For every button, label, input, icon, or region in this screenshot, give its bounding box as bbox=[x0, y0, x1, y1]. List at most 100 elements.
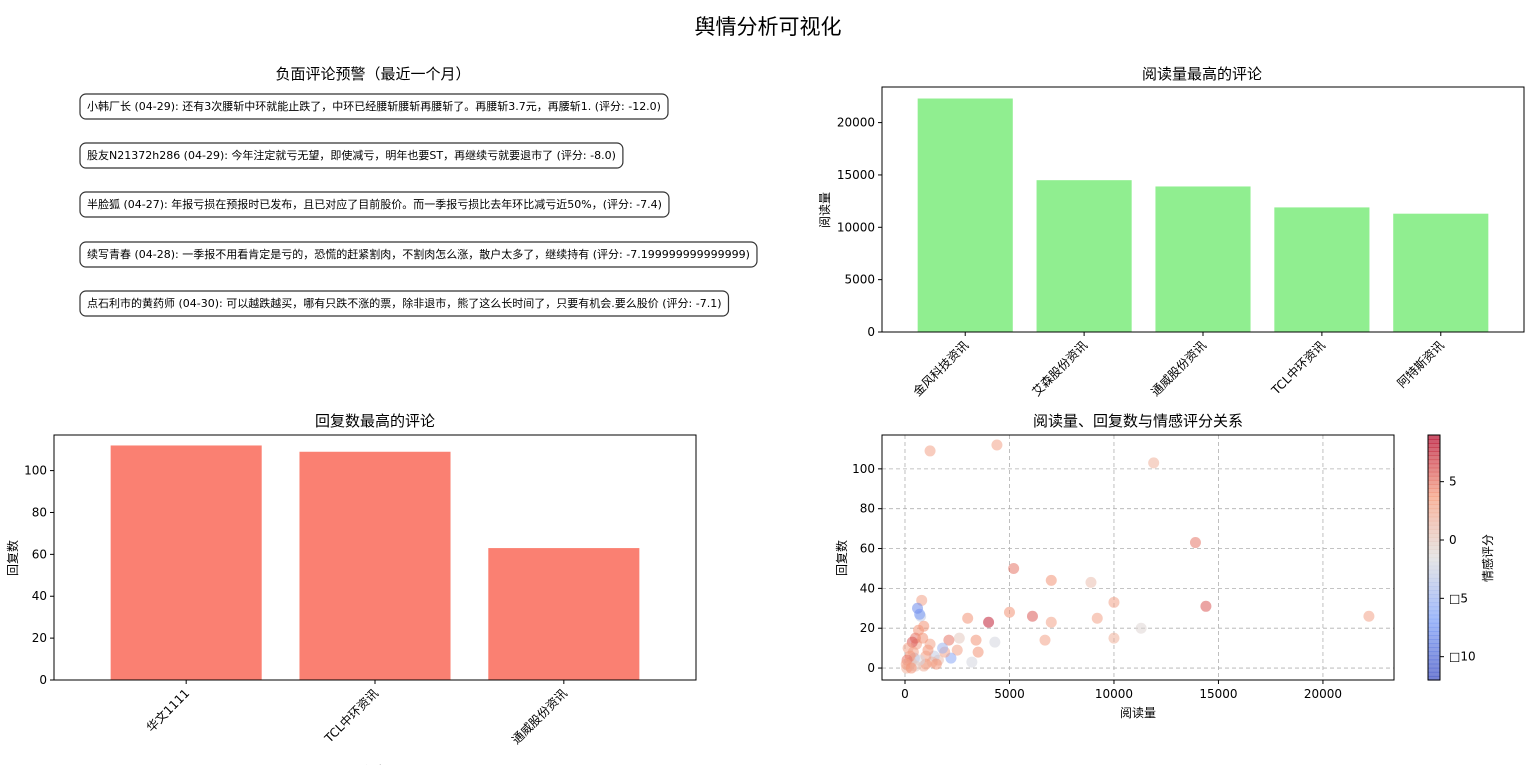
colorbar-segment bbox=[1428, 512, 1440, 518]
colorbar-segment bbox=[1428, 598, 1440, 604]
colorbar-segment bbox=[1428, 663, 1440, 669]
reads-x-tick-label: 阿特斯资讯 bbox=[1394, 338, 1447, 391]
colorbar-segment bbox=[1428, 635, 1440, 640]
scatter-point bbox=[902, 642, 914, 654]
warning-item-box bbox=[79, 142, 624, 169]
colorbar-segment bbox=[1428, 528, 1440, 534]
figure-suptitle: 舆情分析可视化 bbox=[695, 15, 842, 39]
colorbar-segment bbox=[1428, 508, 1440, 514]
colorbar-segment bbox=[1428, 467, 1440, 473]
warning-panel-title: 负面评论预警（最近一个月） bbox=[275, 65, 470, 83]
colorbar-segment bbox=[1428, 541, 1440, 546]
scatter-x-tick-label: 15000 bbox=[1199, 687, 1237, 701]
colorbar-segment bbox=[1428, 557, 1440, 563]
scatter-point bbox=[962, 612, 974, 624]
colorbar-segment bbox=[1428, 459, 1440, 465]
scatter-x-tick-label: 0 bbox=[901, 687, 909, 701]
scatter-plot-frame bbox=[881, 434, 1395, 681]
scatter-point bbox=[991, 439, 1003, 451]
colorbar-segment bbox=[1428, 484, 1440, 489]
warning-item-text: 点石利市的黄药师 (04-30): 可以越跌越买，哪有只跌不涨的票，除非退市，熊… bbox=[87, 296, 721, 310]
colorbar-tick-label: 5 bbox=[1449, 475, 1457, 489]
scatter-point bbox=[951, 644, 963, 656]
scatter-y-tick-label: 40 bbox=[860, 581, 875, 595]
reads-bar bbox=[1155, 186, 1251, 332]
colorbar-segment bbox=[1428, 500, 1440, 506]
scatter-x-axis-label: 阅读量 bbox=[1120, 706, 1156, 720]
colorbar-tick-label: 0 bbox=[1449, 533, 1457, 547]
replies-bar bbox=[299, 451, 451, 680]
warning-item-box bbox=[79, 93, 669, 120]
reads-bar bbox=[1036, 180, 1132, 332]
replies-chart-title: 回复数最高的评论 bbox=[315, 412, 435, 430]
colorbar-segment bbox=[1428, 463, 1440, 469]
colorbar-segment bbox=[1428, 565, 1440, 571]
colorbar-segment bbox=[1428, 524, 1440, 530]
colorbar-tick-label: □10 bbox=[1449, 650, 1476, 664]
reads-x-tick-label: 艾森股份资讯 bbox=[1029, 338, 1091, 400]
scatter-point bbox=[1045, 616, 1057, 628]
replies-x-tick-label: 通威股份资讯 bbox=[509, 686, 570, 747]
reads-y-tick-label: 15000 bbox=[837, 168, 875, 182]
warning-item-text: 股友N21372h286 (04-29): 今年注定就亏无望，即使减亏，明年也要… bbox=[87, 148, 616, 162]
reads-y-axis-label: 阅读量 bbox=[818, 192, 832, 228]
colorbar-segment bbox=[1428, 496, 1440, 501]
colorbar-segment bbox=[1428, 516, 1440, 522]
scatter-y-tick-label: 60 bbox=[860, 542, 875, 556]
colorbar-segment bbox=[1428, 488, 1440, 493]
scatter-point bbox=[1135, 622, 1147, 634]
replies-y-tick-label: 80 bbox=[32, 505, 47, 519]
colorbar-segment bbox=[1428, 647, 1440, 653]
colorbar-segment bbox=[1428, 549, 1440, 555]
sentiment-scatter-chart: 阅读量、回复数与情感评分关系 0 5000 10000 15000 20000 0 20 40… bbox=[834, 412, 1495, 720]
scatter-point bbox=[905, 662, 917, 674]
colorbar-segment bbox=[1428, 671, 1440, 677]
colorbar-segment bbox=[1428, 659, 1440, 665]
scatter-point bbox=[1008, 562, 1020, 574]
scatter-point bbox=[1039, 634, 1051, 646]
reads-x-tick-label: 通威股份资讯 bbox=[1148, 338, 1209, 399]
colorbar-segment bbox=[1428, 443, 1440, 448]
colorbar-frame bbox=[1427, 434, 1441, 681]
colorbar-segment bbox=[1428, 606, 1440, 612]
replies-y-axis-label: 回复数 bbox=[5, 540, 20, 576]
colorbar-segment bbox=[1428, 590, 1440, 595]
colorbar-segment bbox=[1428, 475, 1440, 481]
warning-item: 续写青春 (04-28): 一季报不用看肯定是亏的，恐慌的赶紧割肉，不割肉怎么涨… bbox=[79, 241, 758, 268]
colorbar-segment bbox=[1428, 667, 1440, 673]
colorbar-segment bbox=[1428, 439, 1440, 444]
scatter-point bbox=[1085, 576, 1097, 588]
warning-item-box bbox=[79, 241, 758, 268]
warning-item-text: 小韩厂长 (04-29): 还有3次腰斩中环就能止跌了，中环已经腰斩腰斩再腰斩了… bbox=[87, 99, 661, 113]
reads-y-tick-label: 20000 bbox=[837, 116, 875, 130]
colorbar-segment bbox=[1428, 455, 1440, 461]
colorbar-segment bbox=[1428, 471, 1440, 477]
colorbar-segment bbox=[1428, 451, 1440, 457]
replies-x-tick-label: 华文1111 bbox=[143, 686, 192, 735]
scatter-point bbox=[918, 620, 930, 632]
colorbar-segment bbox=[1428, 626, 1440, 632]
colorbar-segment bbox=[1428, 631, 1440, 636]
colorbar-segment bbox=[1428, 573, 1440, 579]
colorbar-segment bbox=[1428, 582, 1440, 587]
colorbar-segment bbox=[1428, 533, 1440, 538]
scatter-point bbox=[930, 658, 942, 670]
scatter-point bbox=[1003, 606, 1015, 618]
scatter-point bbox=[1108, 596, 1120, 608]
colorbar-segment bbox=[1428, 675, 1440, 681]
replies-y-tick-label: 0 bbox=[39, 673, 47, 687]
scatter-x-tick-label: 10000 bbox=[1095, 687, 1133, 701]
replies-bar-chart: 回复数最高的评论 0 20 40 60 80 100 华文1111 TCL中环资讯 通威股份资讯… bbox=[5, 412, 697, 765]
scatter-y-tick-label: 100 bbox=[852, 462, 875, 476]
colorbar-segment bbox=[1428, 618, 1440, 624]
warning-item: 半脸狐 (04-27): 年报亏损在预报时已发布，且已对应了目前股价。而一季报亏… bbox=[79, 191, 670, 218]
scatter-point bbox=[924, 638, 936, 650]
colorbar-segment bbox=[1428, 504, 1440, 510]
warning-item-text: 续写青春 (04-28): 一季报不用看肯定是亏的，恐慌的赶紧割肉，不割肉怎么涨… bbox=[87, 247, 750, 261]
replies-x-tick-label: TCL中环资讯 bbox=[321, 686, 382, 747]
warning-item: 股友N21372h286 (04-29): 今年注定就亏无望，即使减亏，明年也要… bbox=[79, 142, 624, 169]
scatter-point bbox=[917, 632, 929, 644]
replies-y-tick-label: 40 bbox=[32, 589, 47, 603]
scatter-point bbox=[1148, 457, 1160, 469]
